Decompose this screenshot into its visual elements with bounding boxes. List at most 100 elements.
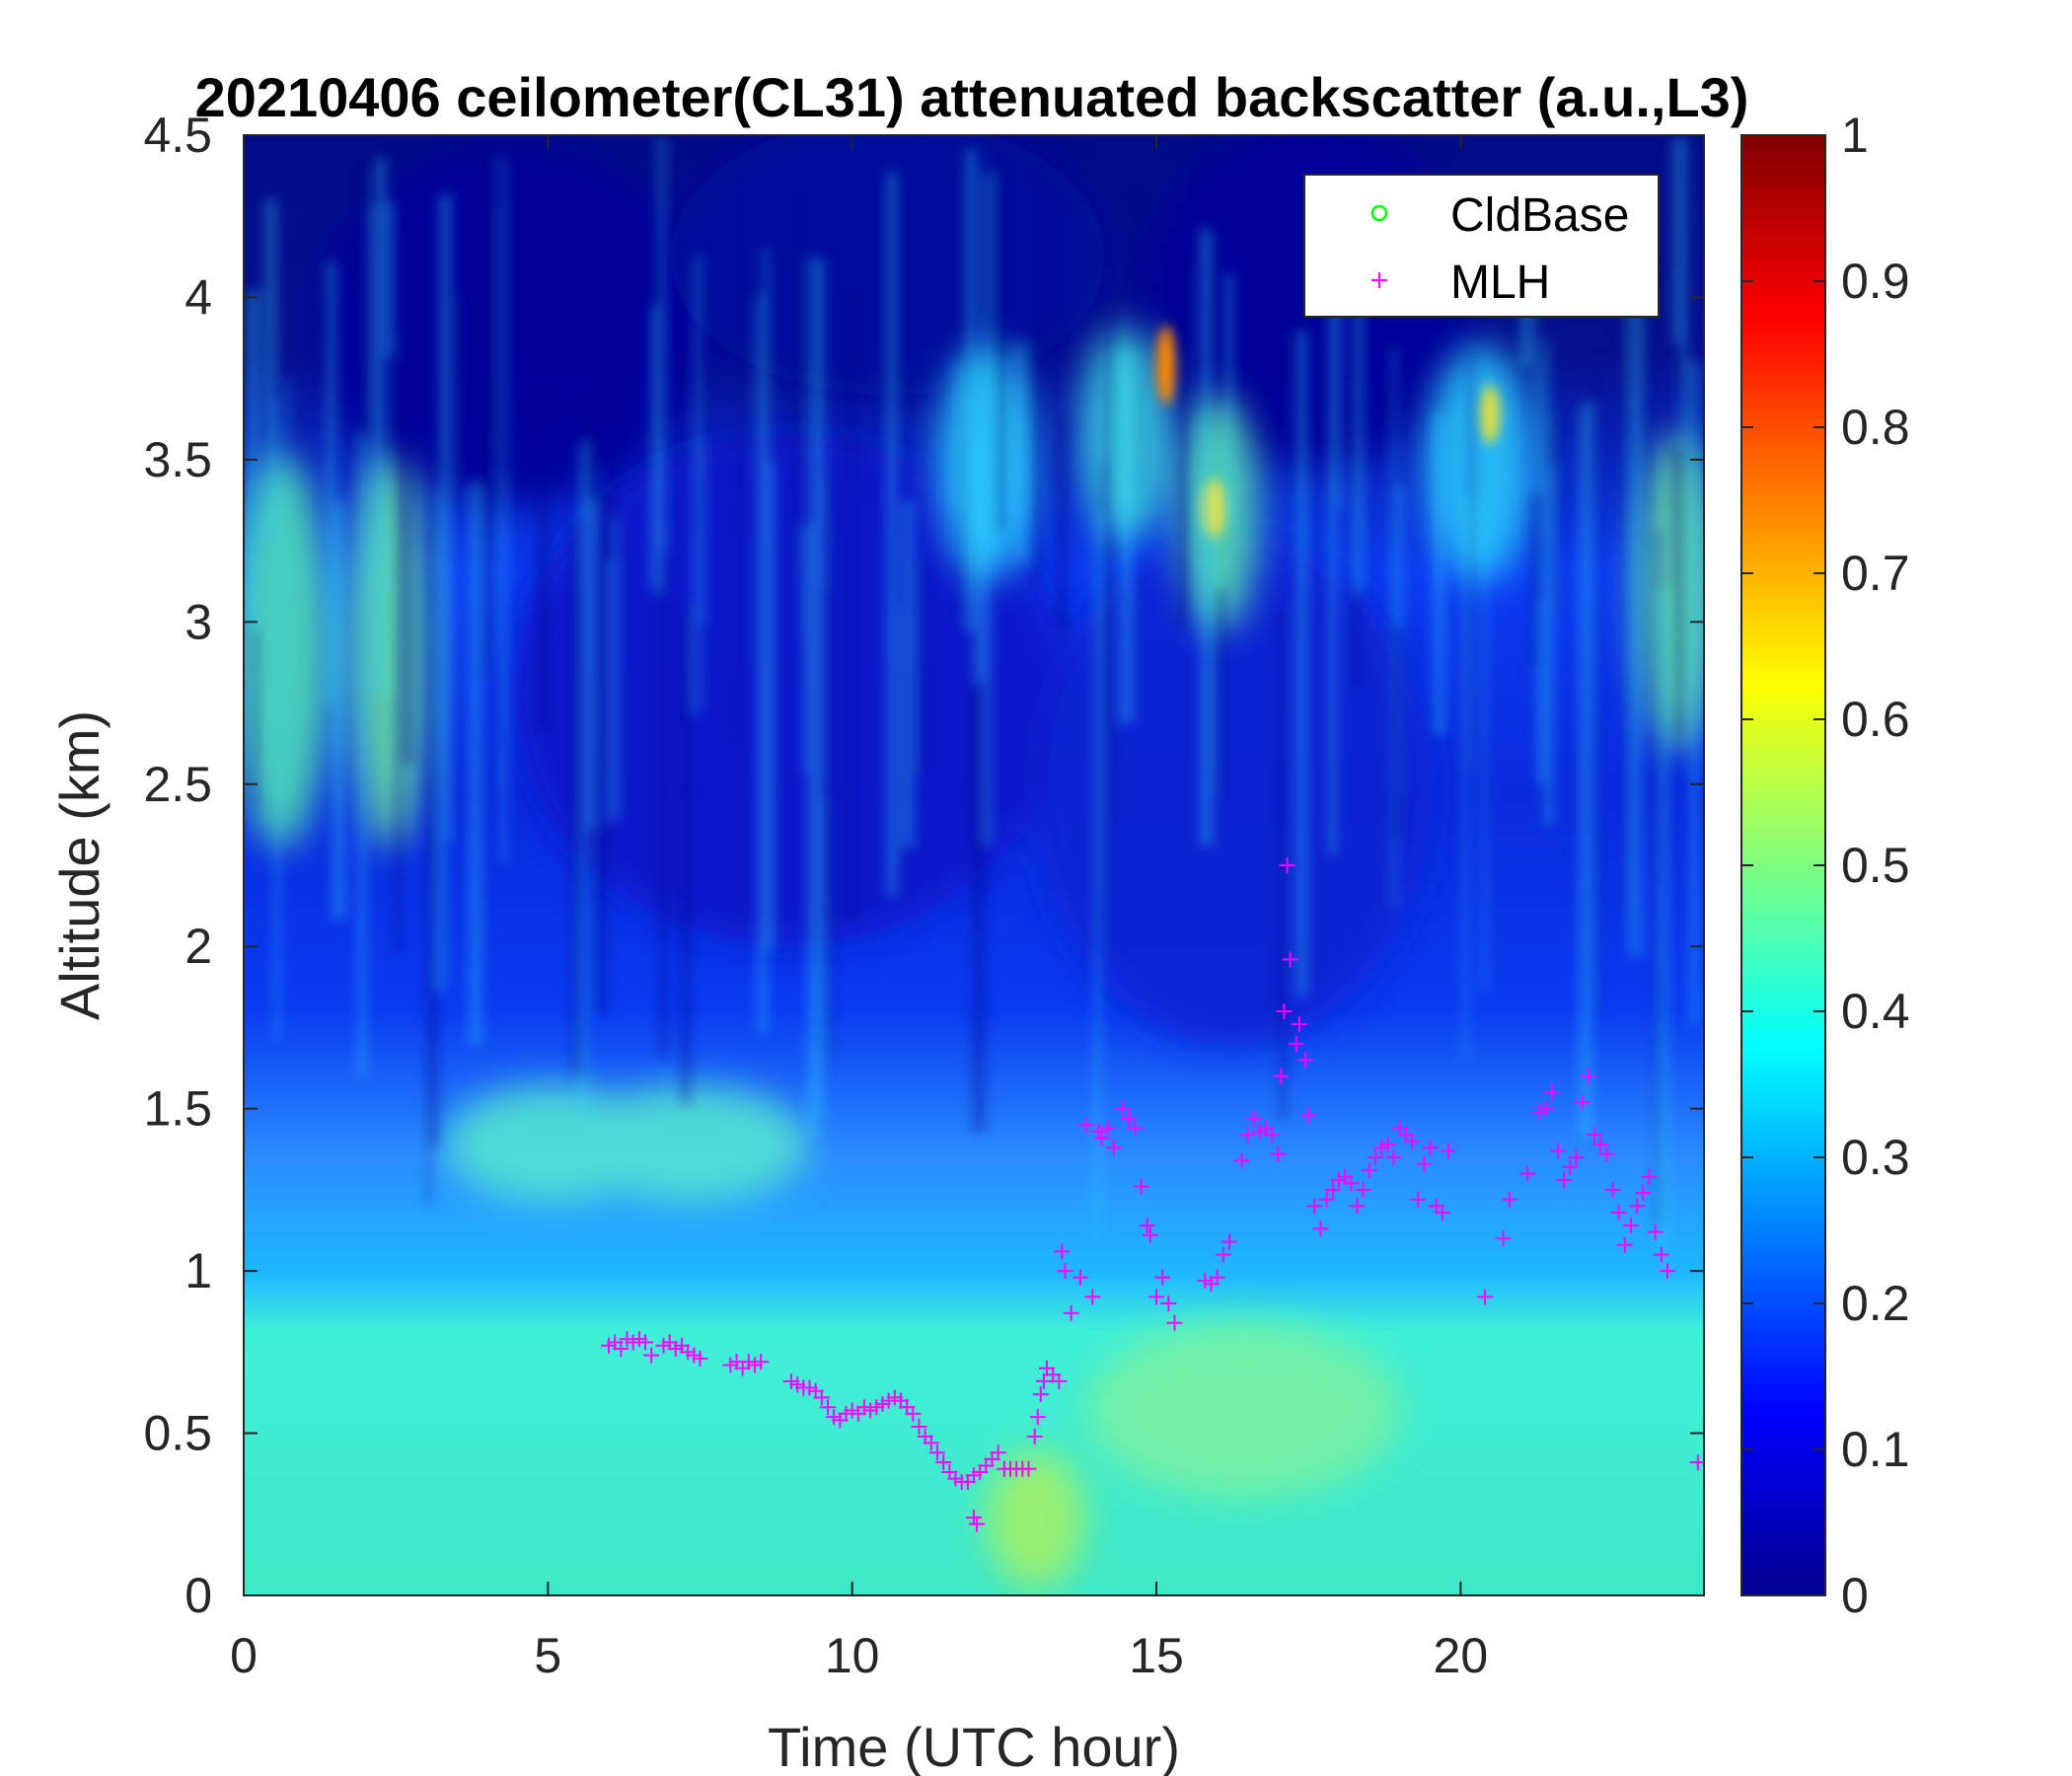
streak: [815, 505, 824, 1117]
mlh-point: [1078, 1117, 1095, 1134]
mlh-point: [923, 1435, 939, 1451]
streak: [469, 483, 482, 1046]
streak: [426, 526, 431, 1206]
mlh-point: [1105, 1140, 1122, 1156]
streak: [1199, 138, 1207, 298]
mlh-point: [1355, 1181, 1371, 1198]
streak: [264, 198, 277, 541]
mlh-point: [1154, 1269, 1171, 1286]
streak: [1544, 466, 1553, 827]
mlh-point: [1568, 1149, 1585, 1165]
streak: [846, 289, 855, 922]
streak: [1354, 238, 1364, 591]
streak: [1593, 356, 1599, 1017]
streak: [381, 200, 394, 357]
y-tick-label: 2.5: [143, 757, 212, 812]
legend-box: [1303, 174, 1660, 318]
mlh-point: [1410, 1191, 1427, 1208]
streak: [1296, 331, 1308, 997]
mlh-point: [1519, 1165, 1536, 1182]
streak: [327, 261, 336, 704]
colorbar-tick-label: 0.2: [1841, 1276, 1910, 1331]
mlh-point: [1057, 1263, 1073, 1280]
streak: [959, 411, 969, 629]
x-axis: 0 5 10 15 20: [230, 135, 1488, 1683]
mlh-point: [1209, 1269, 1225, 1286]
colorbar-tick-label: 0.4: [1841, 984, 1910, 1039]
mlh-point: [1160, 1295, 1177, 1311]
streak: [1032, 161, 1042, 583]
streak: [955, 361, 961, 512]
mlh-point: [1239, 1126, 1256, 1143]
mlh-point: [1610, 1204, 1627, 1221]
y-tick-label: 4.5: [143, 108, 212, 163]
streak: [658, 520, 668, 1059]
streak: [358, 432, 367, 1078]
mlh-point: [1537, 1100, 1554, 1117]
mlh-point: [1084, 1289, 1101, 1305]
mlh-point: [1623, 1218, 1639, 1234]
mlh-point: [1379, 1136, 1396, 1152]
streak: [274, 400, 280, 1040]
mlh-point: [1032, 1386, 1049, 1403]
colorbar-tick-label: 1: [1841, 108, 1869, 163]
mlh-point: [1653, 1246, 1669, 1263]
mlh-series: [601, 857, 1704, 1532]
mlh-point: [1233, 1152, 1250, 1169]
legend: CldBase MLH: [1303, 174, 1660, 318]
mlh-point: [1166, 1314, 1183, 1331]
streak: [972, 582, 986, 1132]
streak: [821, 545, 830, 799]
mlh-point: [643, 1347, 660, 1364]
streak: [583, 499, 594, 830]
mlh-point: [1148, 1289, 1164, 1305]
mlh-point: [1349, 1198, 1366, 1215]
streak: [1200, 231, 1213, 847]
streak: [1434, 411, 1445, 735]
streak: [807, 581, 816, 1140]
streak: [1658, 592, 1668, 1250]
colorbar-tick-label: 0.5: [1841, 838, 1910, 893]
mlh-point: [1416, 1155, 1433, 1172]
streak: [1463, 503, 1468, 1059]
mlh-point: [637, 1334, 653, 1351]
colorbar: 0 0.1 0.2 0.3 0.4 0.5 0.6 0.7 0.8 0.9 1: [1740, 108, 1910, 1623]
plot-frame: [243, 134, 1705, 1596]
streak: [795, 208, 803, 570]
mlh-point: [1245, 1110, 1262, 1127]
streak: [594, 491, 607, 1015]
streak: [966, 149, 978, 631]
mlh-point: [1556, 1172, 1573, 1189]
mlh-point: [1361, 1162, 1377, 1179]
streak: [403, 371, 414, 765]
colorbar-tick-label: 0.1: [1841, 1422, 1910, 1477]
mlh-point: [1115, 1100, 1132, 1117]
streak: [995, 152, 1005, 531]
mlh-point: [1306, 1198, 1323, 1215]
y-tick-label: 2: [185, 919, 212, 974]
mlh-point: [1020, 1460, 1037, 1477]
streak: [1620, 179, 1627, 537]
mlh-point: [1477, 1289, 1493, 1305]
streak: [1393, 624, 1402, 841]
streak: [499, 468, 508, 791]
y-tick-label: 4: [185, 269, 212, 325]
mlh-point: [613, 1341, 629, 1358]
chart-title: 20210406 ceilometer(CL31) attenuated bac…: [195, 66, 1749, 128]
mlh-point: [1072, 1269, 1088, 1286]
streak: [903, 499, 915, 849]
streak: [1099, 461, 1104, 901]
legend-cldbase-marker: [1370, 204, 1388, 222]
streak: [1482, 505, 1487, 992]
streak: [1638, 295, 1648, 703]
mlh-point: [911, 1418, 927, 1435]
mlh-point: [1288, 1035, 1304, 1052]
mlh-point: [1270, 1146, 1287, 1162]
streak: [1549, 415, 1559, 615]
x-tick-label: 10: [825, 1628, 880, 1683]
streak: [372, 285, 387, 691]
mlh-point: [1051, 1372, 1068, 1389]
mlh-point: [1318, 1191, 1335, 1208]
mlh-point: [990, 1444, 1006, 1461]
colorbar-tick-label: 0.6: [1841, 692, 1910, 747]
